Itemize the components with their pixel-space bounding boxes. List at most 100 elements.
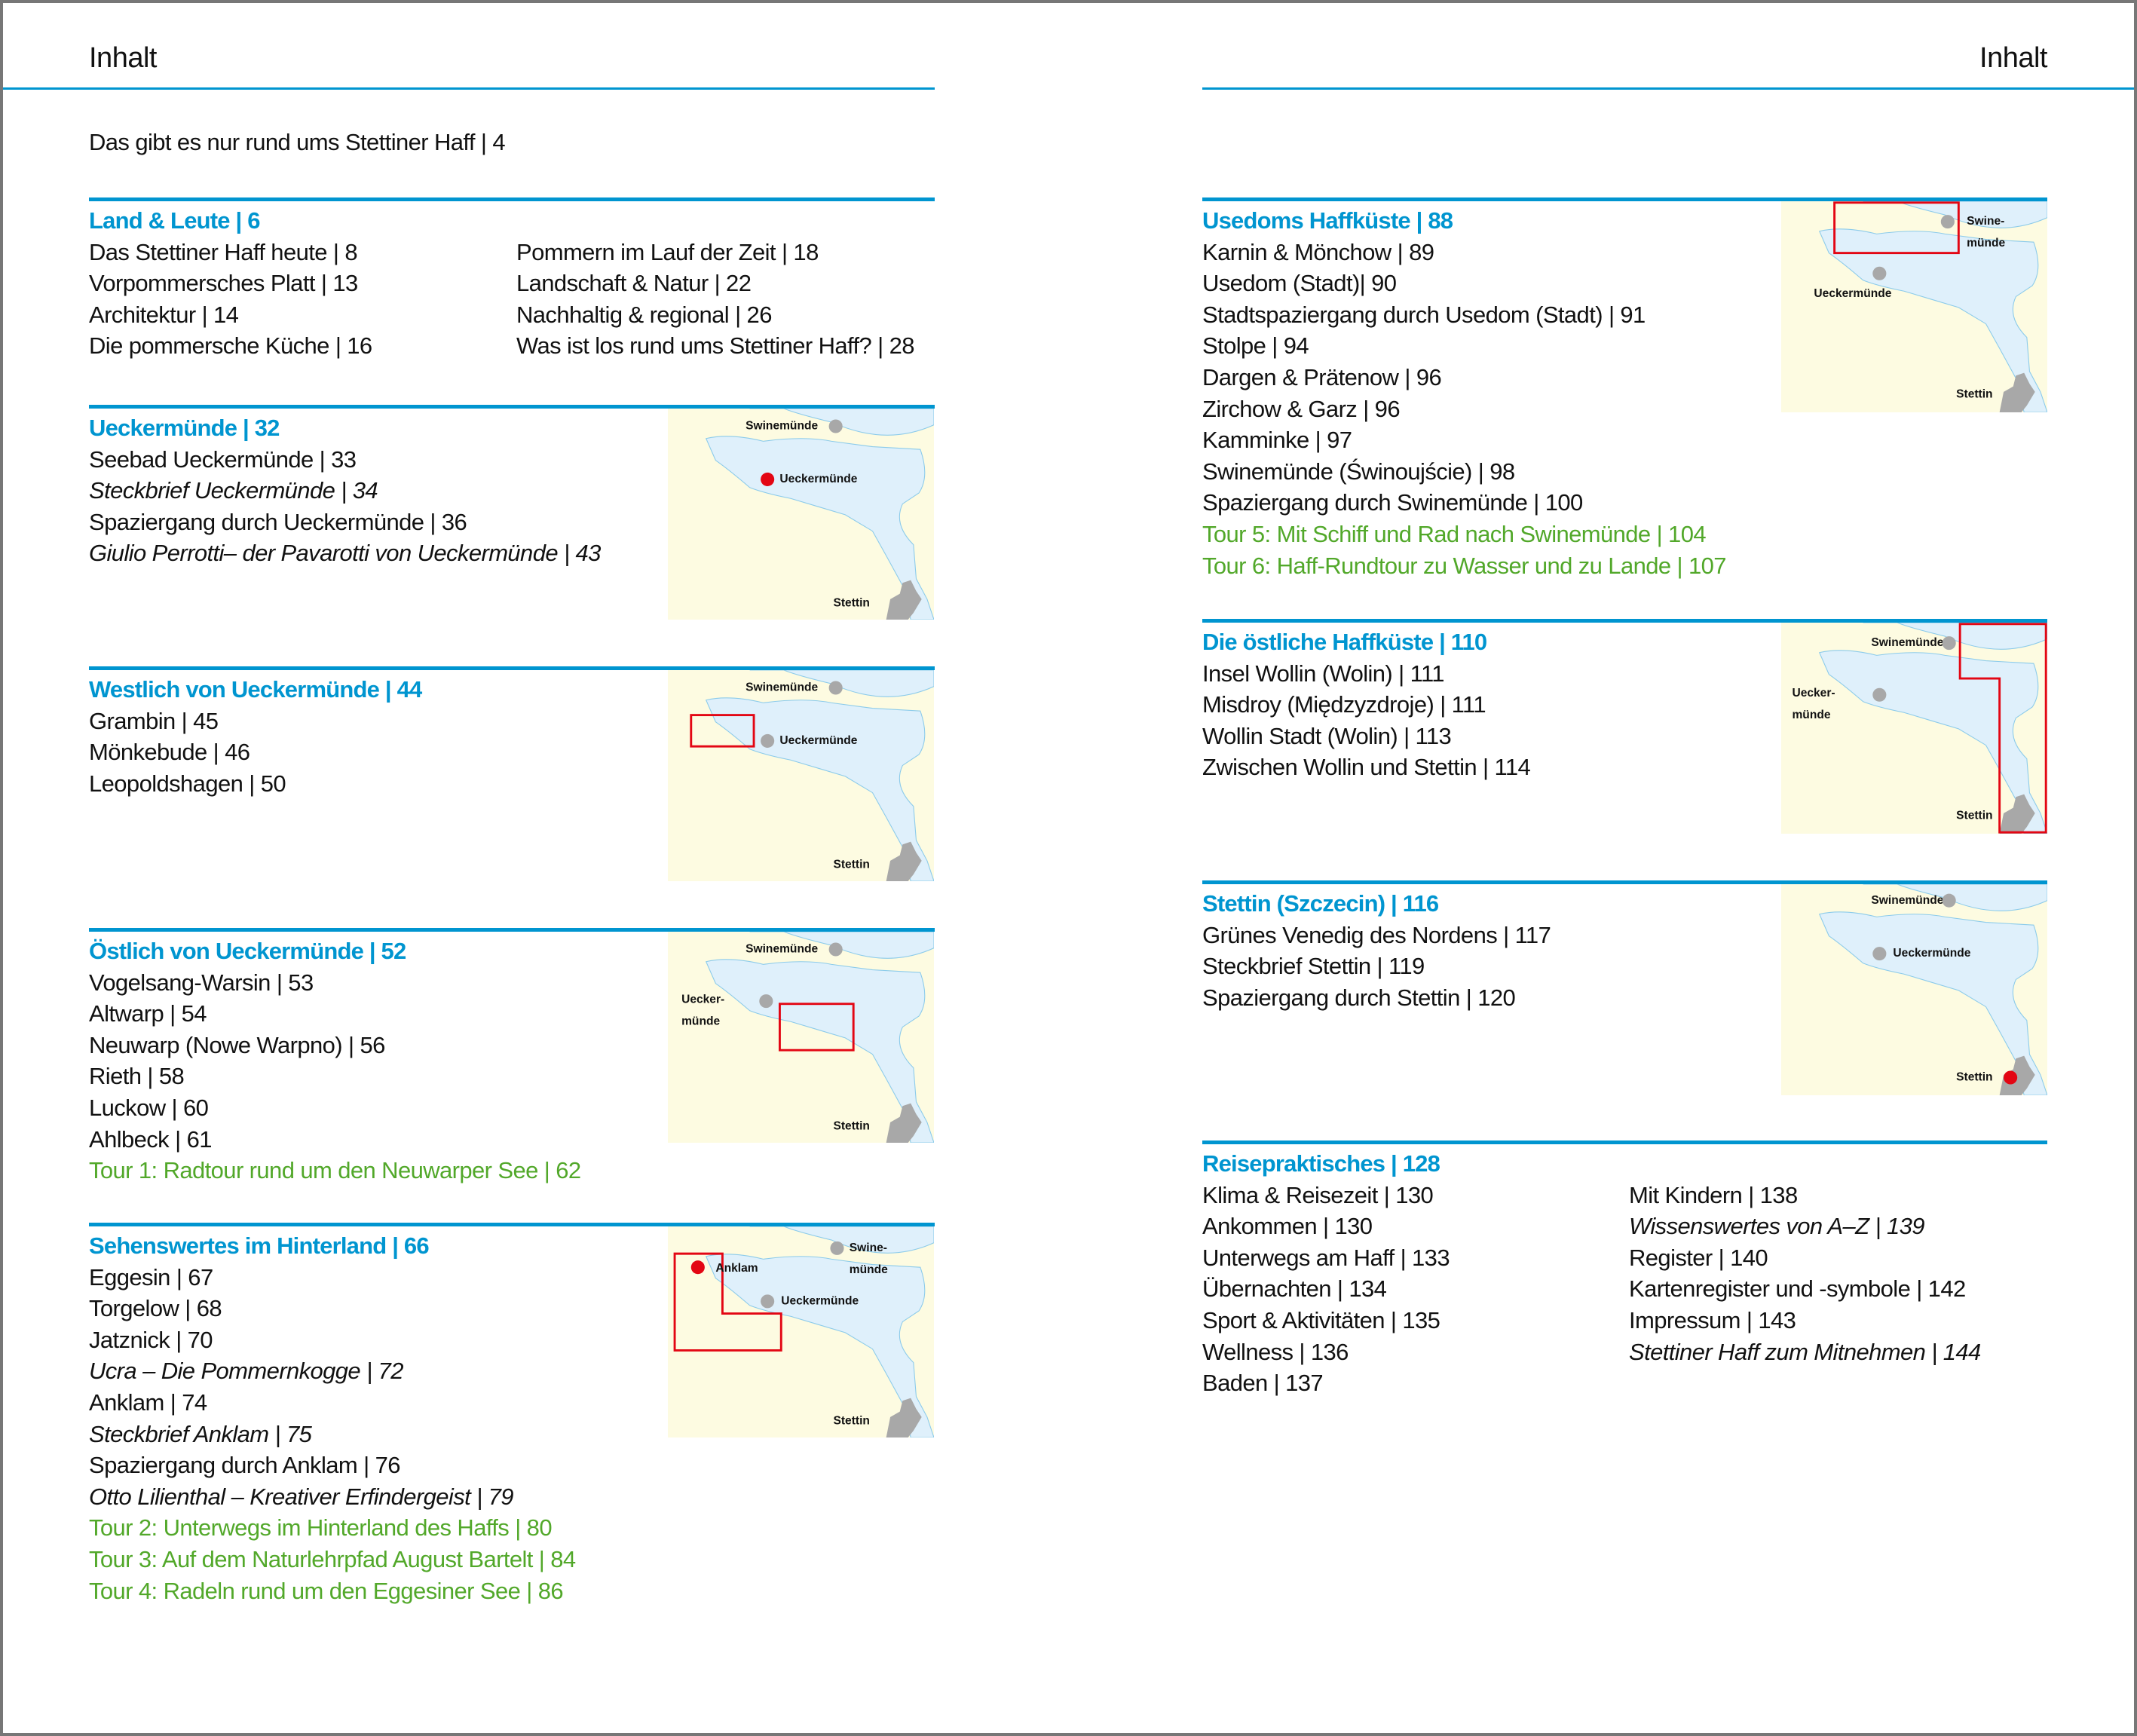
toc-entry[interactable]: Otto Lilienthal – Kreativer Erfindergeis… [89,1483,513,1510]
header-rule-right [1202,87,2134,90]
toc-entry[interactable]: Grünes Venedig des Nordens | 117 [1202,921,1551,948]
toc-entry[interactable]: Steckbrief Ueckermünde | 34 [89,477,378,504]
toc-entry[interactable]: Kartenregister und -symbole | 142 [1629,1275,1966,1303]
section-heading[interactable]: Land & Leute | 6 [89,207,260,234]
toc-entry[interactable]: Ankommen | 130 [1202,1213,1373,1240]
entry-column: Insel Wollin (Wolin) | 111 Misdroy (Międz… [1202,658,1531,783]
toc-entry[interactable]: Wissenswertes von A–Z | 139 [1629,1213,1924,1240]
toc-entry[interactable]: Impressum | 143 [1629,1306,1796,1333]
toc-entry-tour[interactable]: Tour 1: Radtour rund um den Neuwarper Se… [89,1157,581,1184]
toc-entry[interactable]: Karnin & Mönchow | 89 [1202,238,1434,265]
toc-entry[interactable]: Neuwarp (Nowe Warpno) | 56 [89,1031,385,1058]
toc-entry[interactable]: Zwischen Wollin und Stettin | 114 [1202,754,1531,781]
toc-entry[interactable]: Usedom (Stadt)| 90 [1202,270,1397,297]
toc-entry[interactable]: Pommern im Lauf der Zeit | 18 [516,238,819,265]
toc-entry[interactable]: Zirchow & Garz | 96 [1202,395,1401,422]
city-dot-icon [830,1241,844,1255]
section-rule [89,405,935,409]
city-dot-icon [828,419,843,433]
entry-column: Eggesin | 67 Torgelow | 68 Jatznick | 70 Uc… [89,1262,576,1607]
map-label: Anklam [715,1262,758,1275]
toc-entry[interactable]: Eggesin | 67 [89,1263,213,1291]
map-water-bay [749,409,934,436]
toc-entry[interactable]: Ucra – Die Pommernkogge | 72 [89,1358,403,1385]
toc-entry[interactable]: Was ist los rund ums Stettiner Haff? | 2… [516,332,915,360]
toc-entry[interactable]: Das Stettiner Haff heute | 8 [89,238,358,265]
toc-entry[interactable]: Unterwegs am Haff | 133 [1202,1244,1450,1271]
entry-column: Karnin & Mönchow | 89 Usedom (Stadt)| 90 S… [1202,237,1727,582]
section-rule [1202,197,2047,201]
toc-entry-intro[interactable]: Das gibt es nur rund ums Stettiner Haff … [89,129,506,155]
toc-entry[interactable]: Swinemünde (Świnoujście) | 98 [1202,458,1515,485]
toc-entry[interactable]: Mit Kindern | 138 [1629,1181,1798,1208]
toc-entry-tour[interactable]: Tour 6: Haff-Rundtour zu Wasser und zu L… [1202,552,1727,579]
entry-columns: Eggesin | 67 Torgelow | 68 Jatznick | 70 Uc… [89,1262,935,1607]
toc-entry[interactable]: Seebad Ueckermünde | 33 [89,445,357,473]
toc-entry[interactable]: Anklam | 74 [89,1388,207,1416]
toc-entry[interactable]: Altwarp | 54 [89,1000,207,1027]
map-water-bay [1863,201,2047,228]
locator-map-stettin: Swinemünde Ueckermünde Stettin [1781,884,2047,1095]
toc-section-oestlich: Östlich von Ueckermünde | 52 Vogelsang-Wa… [89,928,935,1186]
toc-entry[interactable]: Nachhaltig & regional | 26 [516,301,772,328]
toc-entry[interactable]: Baden | 137 [1202,1370,1324,1397]
toc-entry[interactable]: Wellness | 136 [1202,1338,1349,1365]
section-heading[interactable]: Die östliche Haffküste | 110 [1202,629,1487,655]
toc-entry[interactable]: Wollin Stadt (Wolin) | 113 [1202,722,1452,749]
toc-entry-tour[interactable]: Tour 3: Auf dem Naturlehrpfad August Bar… [89,1545,576,1572]
stettin-city-shape [1999,372,2035,412]
locator-map-hinterland: Anklam Swine-münde Ueckermünde Stettin [668,1226,934,1437]
section-heading[interactable]: Reisepraktisches | 128 [1202,1150,1440,1177]
section-heading[interactable]: Ueckermünde | 32 [89,415,280,441]
toc-entry[interactable]: Insel Wollin (Wolin) | 111 [1202,660,1445,687]
toc-entry[interactable]: Übernachten | 134 [1202,1275,1387,1303]
toc-entry[interactable]: Architektur | 14 [89,301,239,328]
toc-entry[interactable]: Spaziergang durch Anklam | 76 [89,1452,400,1479]
toc-entry[interactable]: Torgelow | 68 [89,1295,222,1322]
map-label: Ueckermünde [781,1294,859,1307]
section-body: Stettin (Szczecin) | 116 Grünes Venedig d… [1202,884,2047,1013]
toc-entry[interactable]: Jatznick | 70 [89,1326,213,1353]
section-heading[interactable]: Östlich von Ueckermünde | 52 [89,938,406,964]
toc-entry[interactable]: Spaziergang durch Swinemünde | 100 [1202,489,1583,516]
city-dot-highlight-icon [690,1260,705,1275]
toc-entry[interactable]: Mönkebude | 46 [89,739,250,766]
toc-entry[interactable]: Sport & Aktivitäten | 135 [1202,1306,1440,1333]
toc-entry-tour[interactable]: Tour 5: Mit Schiff und Rad nach Swinemün… [1202,520,1707,547]
stettin-city-shape [886,1398,922,1437]
section-heading[interactable]: Stettin (Szczecin) | 116 [1202,890,1439,917]
entry-column: Grünes Venedig des Nordens | 117 Steckbri… [1202,920,1551,1014]
toc-entry[interactable]: Stettiner Haff zum Mitnehmen | 144 [1629,1338,1981,1365]
toc-entry[interactable]: Vorpommersches Platt | 13 [89,270,358,297]
toc-entry[interactable]: Leopoldshagen | 50 [89,770,286,797]
toc-entry[interactable]: Die pommersche Küche | 16 [89,332,372,360]
toc-entry[interactable]: Klima & Reisezeit | 130 [1202,1181,1434,1208]
toc-entry[interactable]: Spaziergang durch Stettin | 120 [1202,984,1516,1011]
toc-entry[interactable]: Steckbrief Stettin | 119 [1202,953,1425,980]
toc-entry[interactable]: Landschaft & Natur | 22 [516,270,752,297]
section-heading[interactable]: Westlich von Ueckermünde | 44 [89,676,422,703]
section-heading[interactable]: Sehenswertes im Hinterland | 66 [89,1232,430,1259]
toc-entry[interactable]: Luckow | 60 [89,1094,209,1121]
toc-entry-tour[interactable]: Tour 2: Unterwegs im Hinterland des Haff… [89,1514,553,1542]
toc-entry-tour[interactable]: Tour 4: Radeln rund um den Eggesiner See… [89,1577,564,1604]
section-body: Östlich von Ueckermünde | 52 Vogelsang-Wa… [89,932,935,1186]
toc-entry[interactable]: Vogelsang-Warsin | 53 [89,969,314,996]
toc-entry[interactable]: Steckbrief Anklam | 75 [89,1420,312,1447]
running-head-right: Inhalt [1979,42,2047,74]
section-heading[interactable]: Usedoms Haffküste | 88 [1202,207,1453,234]
toc-entry[interactable]: Spaziergang durch Ueckermünde | 36 [89,508,467,535]
toc-entry[interactable]: Giulio Perrotti– der Pavarotti von Uecke… [89,540,601,567]
toc-entry[interactable]: Rieth | 58 [89,1063,185,1090]
toc-entry[interactable]: Stolpe | 94 [1202,332,1309,360]
toc-entry[interactable]: Register | 140 [1629,1244,1768,1271]
toc-entry[interactable]: Kamminke | 97 [1202,427,1352,454]
toc-entry[interactable]: Grambin | 45 [89,707,219,734]
stettin-city-shape [1999,794,2035,834]
toc-entry[interactable]: Dargen & Prätenow | 96 [1202,363,1442,390]
toc-entry[interactable]: Misdroy (Międzyzdroje) | 111 [1202,691,1486,718]
toc-entry[interactable]: Ahlbeck | 61 [89,1125,212,1153]
map-label: Stettin [1956,810,1992,822]
entry-columns: Das Stettiner Haff heute | 8 Vorpommersch… [89,237,935,362]
toc-entry[interactable]: Stadtspaziergang durch Usedom (Stadt) | … [1202,301,1646,328]
